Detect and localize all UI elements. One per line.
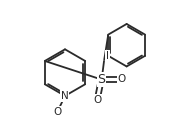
Text: N: N — [61, 91, 69, 101]
Text: O: O — [118, 75, 126, 84]
Text: O: O — [53, 107, 62, 117]
Text: I: I — [106, 51, 109, 61]
Text: S: S — [97, 73, 105, 86]
Text: O: O — [93, 95, 101, 105]
